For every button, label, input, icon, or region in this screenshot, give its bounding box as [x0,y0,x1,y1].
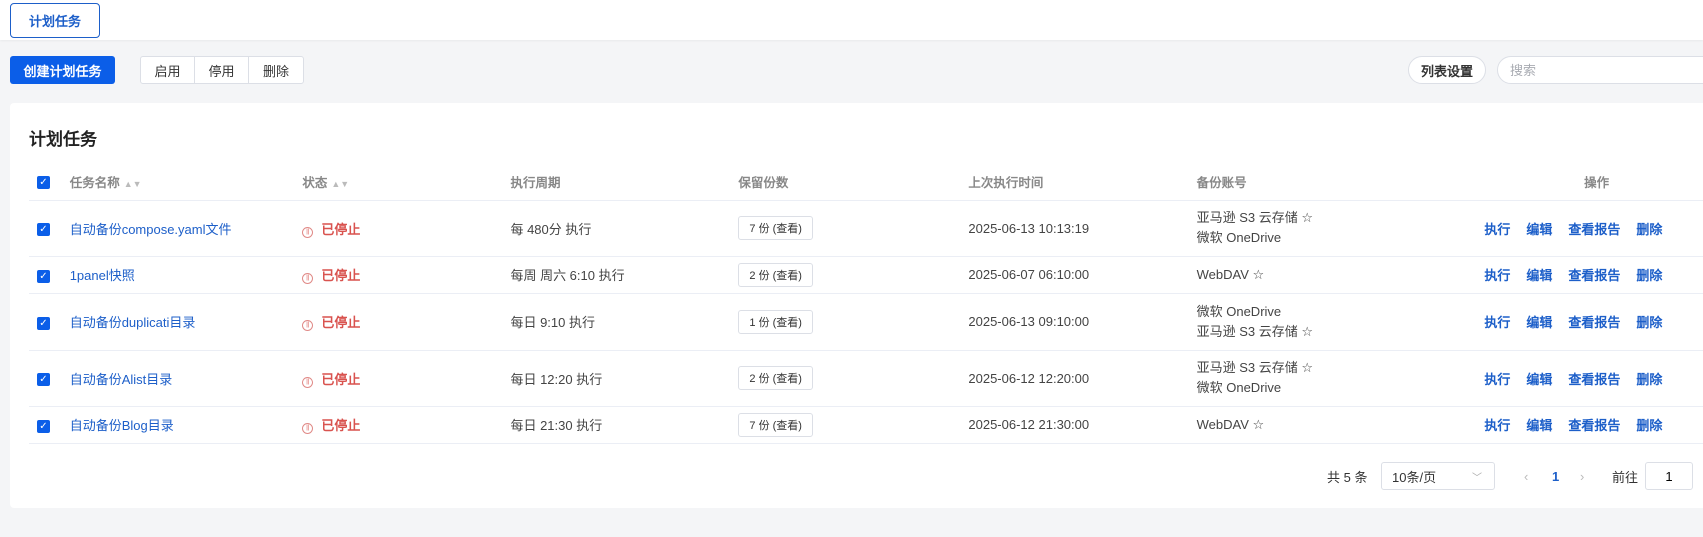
period: 每日 12:20 执行 [510,350,739,407]
table-row: ✓ 自动备份compose.yaml文件 || 已停止 每 480分 执行 7 份… [29,200,1703,257]
enable-button[interactable]: 启用 [141,57,195,83]
task-name-link[interactable]: 自动备份compose.yaml文件 [69,221,232,237]
col-actions: 操作 [1463,164,1703,201]
backup-account: 亚马逊 S3 云存储 ☆ [1196,323,1314,339]
stopped-icon: || [302,320,314,331]
goto-label: 前往 [1612,469,1639,485]
action-edit-link[interactable]: 编辑 [1526,221,1553,237]
task-table: ✓ 任务名称 ▲▼ 状态 ▲▼ 执行周期 保留份数 上次执行时间 备份账号 操作 ✓… [29,164,1703,444]
keep-count-button[interactable]: 1 份 (查看) [738,309,813,334]
table-header: ✓ 任务名称 ▲▼ 状态 ▲▼ 执行周期 保留份数 上次执行时间 备份账号 操作 [29,164,1703,201]
action-edit-link[interactable]: 编辑 [1526,268,1553,283]
card-title: 计划任务 [29,130,97,149]
status-badge: 已停止 [321,418,361,433]
col-status[interactable]: 状态 ▲▼ [302,164,511,201]
col-name[interactable]: 任务名称 ▲▼ [69,164,303,201]
action-delete-link[interactable]: 删除 [1636,221,1663,237]
status-badge: 已停止 [321,371,361,387]
backup-account: WebDAV ☆ [1196,266,1265,282]
row-checkbox[interactable]: ✓ [37,269,50,283]
action-run-link[interactable]: 执行 [1484,371,1511,387]
last-run-time: 2025-06-13 09:10:00 [968,293,1197,351]
last-run-time: 2025-06-12 12:20:00 [968,350,1197,407]
backup-account: 亚马逊 S3 云存储 ☆ [1196,210,1314,225]
action-report-link[interactable]: 查看报告 [1568,268,1621,283]
delete-button[interactable]: 删除 [262,63,289,79]
row-checkbox[interactable]: ✓ [37,373,50,386]
sort-icon[interactable]: ▲▼ [123,179,142,190]
action-report-link[interactable]: 查看报告 [1568,315,1621,330]
table-row: ✓ 自动备份duplicati目录 || 已停止 每日 9:10 执行 1 份 (… [29,293,1703,351]
next-page-icon[interactable]: › [1580,468,1585,484]
backup-account: 微软 OneDrive [1196,303,1282,319]
keep-count-button[interactable]: 2 份 (查看) [738,262,813,287]
col-period: 执行周期 [510,164,739,201]
action-edit-link[interactable]: 编辑 [1526,371,1553,387]
backup-account: WebDAV ☆ [1196,416,1265,432]
col-last-run: 上次执行时间 [968,164,1197,201]
keep-count-button[interactable]: 7 份 (查看) [738,412,813,437]
action-report-link[interactable]: 查看报告 [1568,221,1621,237]
prev-page-icon[interactable]: ‹ [1524,468,1529,484]
task-name-link[interactable]: 自动备份Blog目录 [69,418,174,433]
action-delete-link[interactable]: 删除 [1636,418,1663,433]
list-settings-button[interactable]: 列表设置 [1408,56,1486,84]
backup-account: 微软 OneDrive [1196,230,1282,245]
action-run-link[interactable]: 执行 [1484,315,1511,330]
action-run-link[interactable]: 执行 [1484,268,1511,283]
action-delete-link[interactable]: 删除 [1636,315,1663,330]
top-tab-bar: 计划任务 [0,0,1703,40]
task-name-link[interactable]: 自动备份Alist目录 [69,371,173,387]
page-number[interactable]: 1 [1552,468,1560,484]
backup-account: 微软 OneDrive [1196,380,1282,395]
last-run-time: 2025-06-12 21:30:00 [968,406,1197,444]
action-edit-link[interactable]: 编辑 [1526,315,1553,330]
action-edit-link[interactable]: 编辑 [1526,418,1553,433]
status-badge: 已停止 [321,268,361,283]
row-checkbox[interactable]: ✓ [37,316,50,330]
batch-button-group: 启用 停用 删除 [140,56,304,84]
status-badge: 已停止 [321,315,361,330]
last-run-time: 2025-06-07 06:10:00 [968,256,1197,294]
task-name-link[interactable]: 自动备份duplicati目录 [69,315,196,330]
tab-scheduled-tasks[interactable]: 计划任务 [10,3,100,38]
stopped-icon: || [302,423,314,434]
action-run-link[interactable]: 执行 [1484,418,1511,433]
row-checkbox[interactable]: ✓ [37,223,50,236]
page-size-select[interactable]: 10条/页 ﹀ [1381,462,1495,490]
table-row: ✓ 1panel快照 || 已停止 每周 周六 6:10 执行 2 份 (查看) … [29,256,1703,294]
action-delete-link[interactable]: 删除 [1636,268,1663,283]
keep-count-button[interactable]: 7 份 (查看) [738,216,813,240]
col-account: 备份账号 [1196,164,1464,201]
action-report-link[interactable]: 查看报告 [1568,371,1621,387]
sort-icon[interactable]: ▲▼ [331,179,350,190]
create-task-button[interactable]: 创建计划任务 [10,56,115,84]
period: 每周 周六 6:10 执行 [510,256,739,294]
goto-page-input[interactable] [1645,462,1693,490]
period: 每日 9:10 执行 [510,293,739,351]
action-run-link[interactable]: 执行 [1484,221,1511,237]
chevron-down-icon: ﹀ [1472,472,1482,484]
task-name-link[interactable]: 1panel快照 [69,268,135,283]
search-input[interactable] [1497,56,1703,84]
table-row: ✓ 自动备份Alist目录 || 已停止 每日 12:20 执行 2 份 (查看)… [29,350,1703,407]
period: 每日 21:30 执行 [510,406,739,444]
stopped-icon: || [302,376,314,388]
stopped-icon: || [302,226,314,238]
action-delete-link[interactable]: 删除 [1636,371,1663,387]
select-all-checkbox[interactable]: ✓ [37,176,50,190]
last-run-time: 2025-06-13 10:13:19 [968,200,1197,257]
table-row: ✓ 自动备份Blog目录 || 已停止 每日 21:30 执行 7 份 (查看) … [29,406,1703,444]
total-count: 共 5 条 [1327,469,1368,485]
col-keep: 保留份数 [738,164,969,201]
status-badge: 已停止 [321,221,361,237]
period: 每 480分 执行 [510,200,739,257]
backup-account: 亚马逊 S3 云存储 ☆ [1196,360,1314,375]
disable-button[interactable]: 停用 [195,57,249,83]
keep-count-button[interactable]: 2 份 (查看) [738,366,813,390]
row-checkbox[interactable]: ✓ [37,419,50,433]
task-card: 计划任务 ✓ 任务名称 ▲▼ 状态 ▲▼ 执行周期 保留份数 上次执行时间 备份账号… [10,103,1703,508]
action-report-link[interactable]: 查看报告 [1568,418,1621,433]
stopped-icon: || [302,273,314,284]
